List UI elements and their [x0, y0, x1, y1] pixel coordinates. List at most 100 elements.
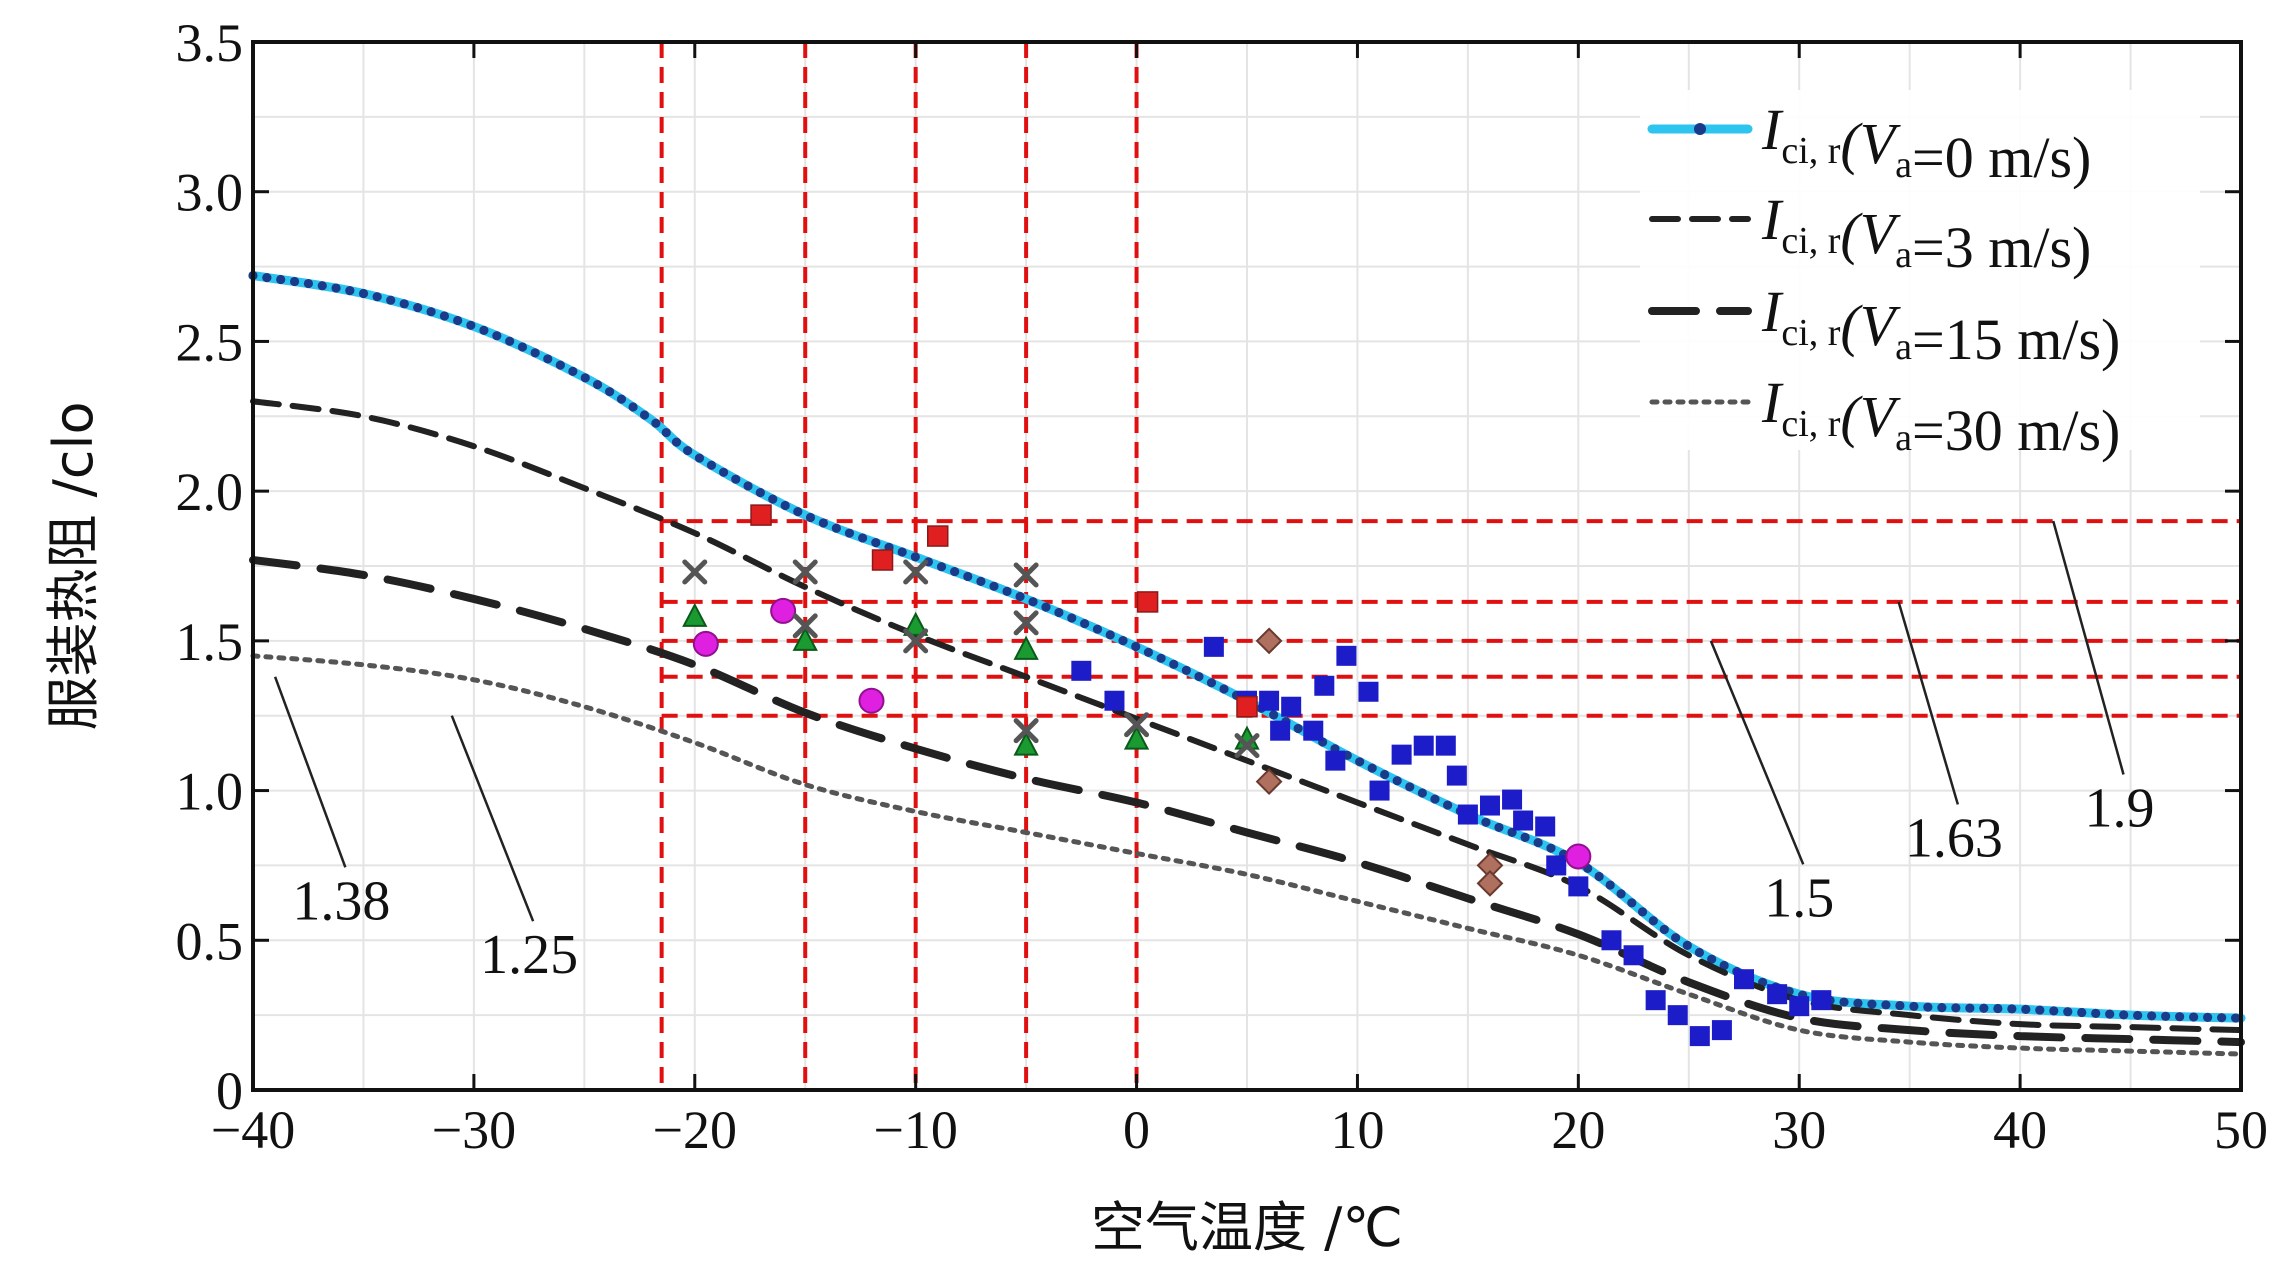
annotation-leader — [1709, 640, 1805, 865]
series-marker — [303, 278, 314, 289]
series-marker — [936, 562, 947, 572]
annotation-leader — [273, 676, 347, 868]
point-blue-square — [1502, 789, 1523, 810]
point-blue-square — [1457, 804, 1478, 825]
y-tick-label: 0.5 — [176, 911, 244, 971]
series-marker — [805, 512, 816, 523]
series-marker — [492, 331, 502, 341]
series-marker — [2035, 1005, 2045, 1015]
point-blue-square — [1568, 876, 1589, 897]
y-tick-label: 2.5 — [176, 312, 244, 372]
point-blue-square — [1270, 720, 1291, 741]
series-marker — [1533, 837, 1543, 848]
annotation-label: 1.25 — [480, 924, 578, 986]
series-marker — [1494, 822, 1504, 833]
series-marker — [780, 500, 790, 511]
point-gray-cross — [1124, 712, 1150, 738]
series-marker — [1694, 947, 1705, 958]
point-green-triangle — [1013, 731, 1039, 756]
series-marker — [2203, 1012, 2213, 1022]
series-marker — [1080, 618, 1090, 629]
series-marker — [592, 379, 603, 390]
series-marker — [1118, 636, 1128, 646]
series-line-0 — [248, 271, 2246, 1023]
point-blue-square — [1601, 930, 1622, 951]
y-tick-label: 1.5 — [176, 612, 244, 672]
series-marker — [1405, 782, 1415, 792]
point-gray-cross — [1013, 610, 1039, 636]
series-marker — [543, 354, 553, 364]
plot-frame — [251, 40, 2243, 1092]
series-marker — [1067, 613, 1077, 623]
series-marker — [897, 547, 907, 557]
point-gray-cross — [682, 559, 708, 585]
point-brown-diamond — [1255, 768, 1283, 796]
legend-entry-label: Ici, r(Va=0 m/s) — [1761, 97, 2091, 190]
series-marker — [1659, 924, 1669, 935]
point-blue-square — [1535, 816, 1556, 837]
x-tick-label: −30 — [432, 1100, 516, 1160]
series-marker — [1131, 641, 1141, 652]
series-marker — [871, 538, 881, 548]
y-tick-label: 3.0 — [176, 163, 244, 223]
point-blue-square — [1689, 1026, 1710, 1047]
point-blue-square — [1767, 984, 1788, 1005]
series-marker — [976, 576, 986, 586]
series-marker — [530, 348, 540, 358]
point-blue-square — [1435, 735, 1456, 756]
point-magenta-circle — [692, 630, 719, 657]
series-marker — [818, 518, 828, 528]
series-marker — [1219, 684, 1229, 694]
series-marker — [466, 320, 476, 330]
point-blue-square — [1711, 1020, 1732, 1041]
point-magenta-circle — [770, 597, 797, 624]
series-marker — [706, 460, 717, 470]
series-marker — [910, 552, 920, 562]
point-green-triangle — [1013, 635, 1039, 660]
series-line-3 — [250, 653, 2244, 1057]
series-marker — [1648, 916, 1658, 926]
series-marker — [1993, 1003, 2003, 1014]
series-marker — [1105, 630, 1115, 640]
series-marker — [517, 342, 528, 352]
y-tick-label: 2.0 — [176, 462, 244, 522]
series-marker — [1092, 624, 1103, 634]
point-green-triangle — [903, 611, 929, 636]
point-blue-square — [1259, 690, 1280, 711]
point-green-triangle — [682, 602, 708, 627]
series-marker — [2189, 1012, 2199, 1022]
point-blue-square — [1479, 795, 1500, 816]
series-marker — [358, 288, 369, 299]
series-marker — [1156, 653, 1166, 663]
series-marker — [2021, 1004, 2031, 1014]
point-blue-square — [1358, 681, 1379, 702]
point-gray-cross — [1013, 718, 1039, 744]
point-brown-diamond — [1476, 869, 1504, 897]
x-tick-label: 50 — [2214, 1100, 2268, 1160]
series-marker — [555, 360, 565, 370]
point-red-square — [1136, 591, 1159, 613]
series-marker — [1169, 659, 1179, 669]
series-marker — [413, 303, 423, 313]
point-gray-cross — [1234, 733, 1260, 759]
x-tick-label: 30 — [1772, 1100, 1826, 1160]
series-marker — [1951, 1003, 1961, 1013]
series-marker — [505, 336, 515, 346]
series-marker — [1520, 832, 1530, 842]
series-marker — [399, 299, 409, 309]
series-marker — [1637, 907, 1648, 917]
legend-entry-label: Ici, r(Va=3 m/s) — [1761, 187, 2091, 280]
x-tick-label: −10 — [873, 1100, 957, 1160]
series-marker — [1895, 1000, 1905, 1011]
point-gray-cross — [903, 628, 929, 654]
point-red-square — [871, 549, 894, 571]
series-marker — [2231, 1013, 2241, 1023]
series-marker — [386, 295, 396, 305]
series-marker — [317, 281, 327, 291]
series-marker — [580, 373, 590, 383]
y-tick-label: 1.0 — [176, 762, 244, 822]
point-magenta-circle — [858, 687, 885, 714]
point-red-square — [750, 504, 772, 526]
annotations: 1.38 1.25 1.5 1.63 1.9 — [273, 520, 2155, 986]
series-marker — [1853, 998, 1863, 1008]
